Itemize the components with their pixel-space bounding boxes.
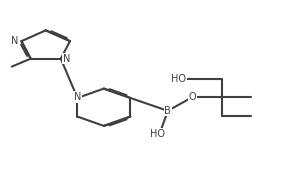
- Text: B: B: [164, 106, 171, 116]
- Text: HO: HO: [171, 74, 186, 84]
- Text: N: N: [63, 54, 70, 64]
- Text: O: O: [189, 93, 196, 103]
- Text: N: N: [11, 36, 19, 46]
- Text: N: N: [74, 92, 81, 102]
- Text: HO: HO: [150, 129, 165, 139]
